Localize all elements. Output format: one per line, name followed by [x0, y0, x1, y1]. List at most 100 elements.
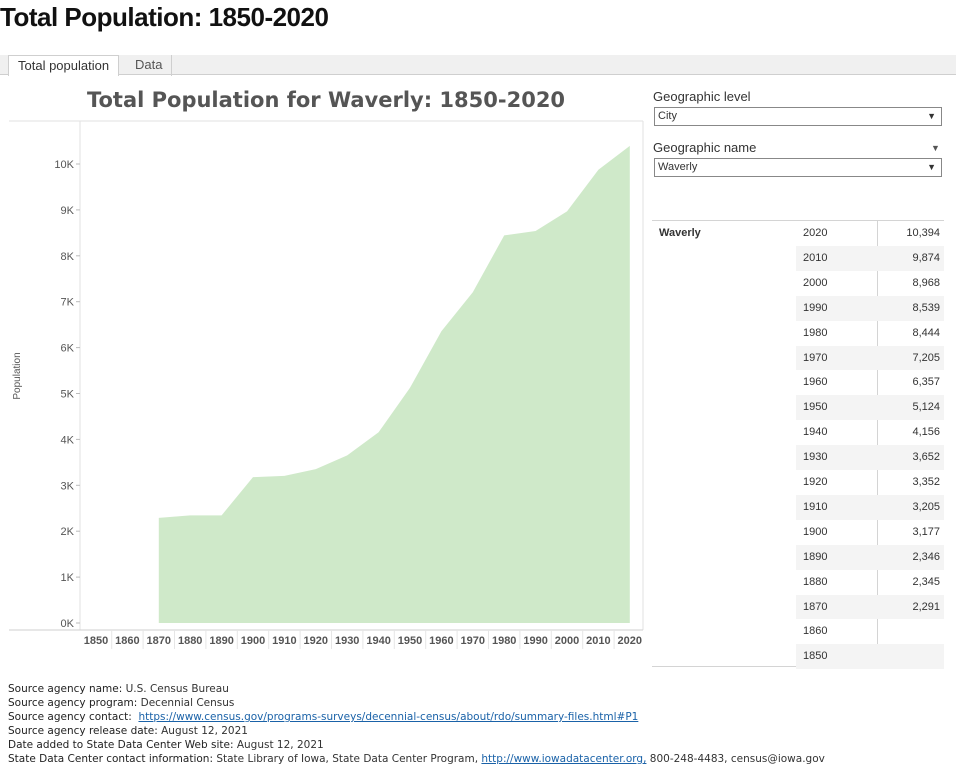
y-tick-label: 6K: [61, 343, 75, 355]
x-tick-label: 2010: [586, 635, 610, 647]
table-value: 3,205: [912, 500, 940, 513]
x-tick-label: 1850: [84, 635, 108, 647]
table-year: 1880: [803, 575, 828, 588]
population-area-chart: 0K 1K 2K 3K 4K 5K 6K 7K 8K 9K 10K 1850 1860 1870 1880 1…: [9, 120, 644, 649]
sources-block: Source agency name: U.S. Census Bureau S…: [8, 682, 825, 766]
page-title: Total Population: 1850-2020: [0, 2, 329, 32]
source-agency-contact: Source agency contact: https://www.censu…: [8, 711, 639, 723]
x-tick-label: 1970: [461, 635, 485, 647]
geo-name-value: Waverly: [658, 161, 698, 173]
y-tick-label: 8K: [61, 251, 75, 263]
table-geo-name: Waverly: [659, 227, 701, 239]
table-value: 9,874: [912, 251, 940, 264]
table-year: 1920: [803, 476, 828, 488]
geo-name-label: Geographic name: [653, 140, 757, 155]
source-release-date: Source agency release date: August 12, 2…: [8, 725, 248, 737]
table-year: 1890: [803, 550, 828, 563]
x-tick-label: 2000: [555, 635, 579, 647]
tab-bar: Total population Data: [0, 55, 956, 76]
table-year: 1960: [803, 376, 828, 389]
table-value: 4,156: [912, 426, 940, 439]
y-tick-label: 9K: [61, 205, 75, 217]
y-tick-label: 1K: [61, 572, 75, 584]
table-row: 1940 4,156: [796, 420, 944, 445]
source-agency-name: Source agency name: U.S. Census Bureau: [8, 683, 229, 695]
table-row: 1880 2,345: [796, 570, 944, 595]
y-tick-label: 10K: [54, 159, 74, 171]
table-value: 2,346: [912, 550, 940, 563]
table-row: 1930 3,652: [796, 445, 944, 470]
table-value: 6,357: [912, 376, 940, 389]
table-value: 2,345: [912, 575, 940, 588]
table-row: 1950 5,124: [796, 395, 944, 421]
tab-total-population[interactable]: Total population: [8, 55, 120, 76]
table-row: 1890 2,346: [796, 544, 944, 570]
table-value: 3,652: [912, 451, 940, 464]
geo-level-value: City: [658, 110, 677, 122]
population-table: Waverly 2020 10,394 2010 9,874 2000 8,968 1990…: [652, 220, 944, 670]
table-year: 1940: [803, 426, 828, 439]
table-row: 2010 9,874: [796, 245, 944, 271]
y-tick-label: 0K: [61, 618, 75, 630]
x-tick-label: 1980: [492, 635, 516, 647]
x-tick-label: 1990: [523, 635, 547, 647]
table-row: 1990 8,539: [796, 295, 944, 321]
table-year: 1850: [803, 650, 828, 663]
y-tick-label: 7K: [61, 297, 75, 309]
table-value: 2,291: [912, 600, 940, 613]
date-added: Date added to State Data Center Web site…: [8, 739, 324, 751]
table-year: 2010: [803, 251, 828, 264]
y-tick-label: 2K: [61, 526, 75, 538]
x-tick-label: 1960: [429, 635, 453, 647]
x-tick-label: 1860: [115, 635, 139, 647]
caret-down-icon: ▼: [927, 162, 936, 172]
y-tick-label: 4K: [61, 434, 75, 446]
x-tick-label: 1930: [335, 635, 359, 647]
table-row: 2000 8,968: [796, 271, 944, 296]
iowa-data-center-link[interactable]: http://www.iowadatacenter.org,: [481, 753, 647, 765]
table-row: 1970 7,205: [796, 345, 944, 371]
geo-name-select[interactable]: Waverly ▼: [654, 158, 942, 177]
table-year: 2020: [803, 227, 828, 239]
source-agency-program: Source agency program: Decennial Census: [8, 697, 235, 709]
table-year: 1900: [803, 525, 828, 538]
table-year: 2000: [803, 276, 828, 289]
table-row: 1980 8,444: [796, 321, 944, 346]
table-year: 1950: [803, 401, 828, 414]
table-row: 1960 6,357: [796, 370, 944, 395]
table-value: 3,177: [912, 525, 940, 538]
table-row: 1910 3,205: [796, 494, 944, 520]
table-row: 1860: [796, 619, 944, 644]
table-year: 1870: [803, 600, 828, 613]
table-value: 3,352: [912, 476, 940, 488]
y-axis-title: Population: [12, 352, 23, 399]
table-year: 1910: [803, 500, 828, 513]
x-tick-label: 1920: [304, 635, 328, 647]
geo-level-label: Geographic level: [653, 89, 751, 104]
table-divider: [877, 221, 878, 667]
table-row: 1870 2,291: [796, 594, 944, 620]
caret-down-icon: ▼: [927, 111, 936, 121]
population-area: [158, 145, 630, 623]
table-row: 1850: [796, 644, 944, 670]
x-tick-label: 1890: [209, 635, 233, 647]
table-row: 1920 3,352: [796, 470, 944, 495]
x-tick-label: 2020: [618, 635, 642, 647]
table-value: 5,124: [912, 401, 940, 414]
table-row: 1900 3,177: [796, 520, 944, 545]
x-tick-label: 1870: [147, 635, 171, 647]
tab-data[interactable]: Data: [126, 55, 173, 76]
table-value: 8,539: [912, 301, 940, 314]
geo-level-select[interactable]: City ▼: [654, 107, 942, 126]
x-tick-label: 1900: [241, 635, 265, 647]
filter-caret-icon[interactable]: ▼: [931, 143, 940, 153]
table-year: 1990: [803, 301, 828, 314]
y-tick-label: 3K: [61, 480, 75, 492]
table-value: 8,968: [912, 276, 940, 289]
census-link[interactable]: https://www.census.gov/programs-surveys/…: [138, 711, 639, 723]
x-tick-label: 1910: [272, 635, 296, 647]
table-value: 7,205: [912, 351, 940, 364]
x-tick-label: 1880: [178, 635, 202, 647]
table-year: 1970: [803, 351, 828, 364]
table-row: 2020 10,394: [796, 221, 944, 246]
